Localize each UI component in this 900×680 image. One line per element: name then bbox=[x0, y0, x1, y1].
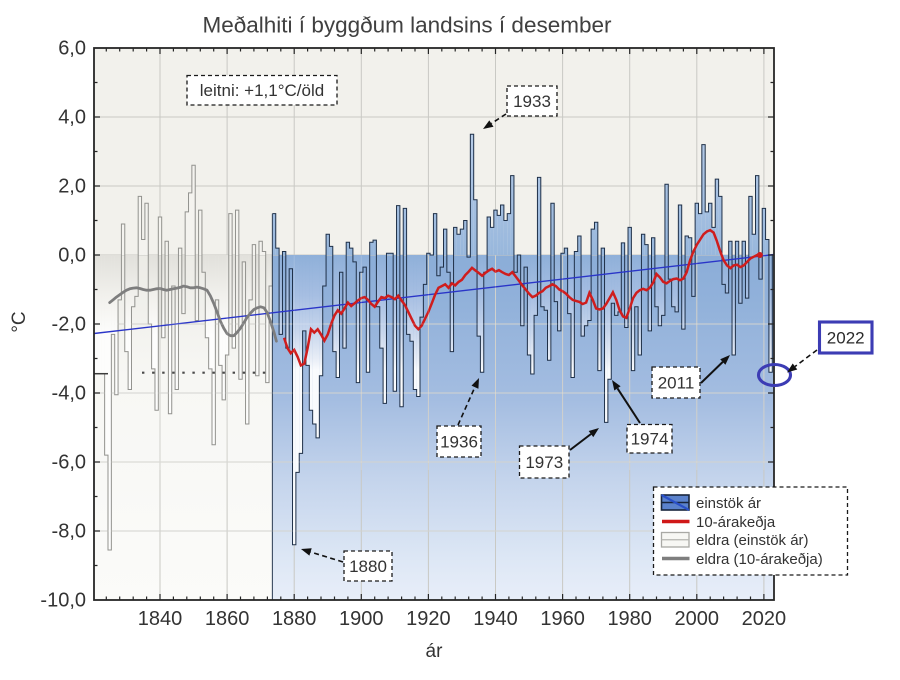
svg-text:6,0: 6,0 bbox=[58, 38, 86, 60]
svg-text:eldra (einstök ár): eldra (einstök ár) bbox=[696, 532, 809, 549]
svg-text:1920: 1920 bbox=[406, 608, 451, 630]
svg-text:1880: 1880 bbox=[272, 608, 317, 630]
svg-text:1960: 1960 bbox=[540, 608, 585, 630]
svg-text:1974: 1974 bbox=[631, 430, 669, 449]
svg-text:1880: 1880 bbox=[349, 557, 387, 576]
svg-text:ár: ár bbox=[426, 641, 444, 662]
svg-text:einstök ár: einstök ár bbox=[696, 495, 761, 512]
svg-text:1936: 1936 bbox=[440, 432, 478, 451]
svg-text:1933: 1933 bbox=[513, 92, 551, 111]
svg-text:1860: 1860 bbox=[205, 608, 250, 630]
svg-text:Meðalhiti í byggðum landsins í: Meðalhiti í byggðum landsins í desember bbox=[203, 13, 612, 38]
svg-text:10-árakeðja: 10-árakeðja bbox=[696, 514, 776, 531]
svg-text:-8,0: -8,0 bbox=[52, 521, 86, 543]
svg-text:leitni: +1,1°C/öld: leitni: +1,1°C/öld bbox=[200, 81, 324, 100]
svg-text:4,0: 4,0 bbox=[58, 107, 86, 129]
svg-text:2022: 2022 bbox=[827, 329, 865, 348]
svg-text:eldra (10-árakeðja): eldra (10-árakeðja) bbox=[696, 551, 823, 568]
svg-text:2000: 2000 bbox=[675, 608, 720, 630]
svg-text:°C: °C bbox=[9, 311, 30, 332]
svg-text:-10,0: -10,0 bbox=[40, 590, 86, 612]
svg-text:0,0: 0,0 bbox=[58, 245, 86, 267]
svg-text:1900: 1900 bbox=[339, 608, 384, 630]
svg-text:1940: 1940 bbox=[473, 608, 518, 630]
svg-text:1840: 1840 bbox=[138, 608, 183, 630]
svg-text:2020: 2020 bbox=[742, 608, 787, 630]
svg-text:2011: 2011 bbox=[658, 373, 695, 392]
svg-text:-6,0: -6,0 bbox=[52, 452, 86, 474]
svg-text:-2,0: -2,0 bbox=[52, 314, 86, 336]
svg-text:1980: 1980 bbox=[607, 608, 652, 630]
svg-text:2,0: 2,0 bbox=[58, 176, 86, 198]
svg-text:1973: 1973 bbox=[525, 453, 563, 472]
svg-text:-4,0: -4,0 bbox=[52, 383, 86, 405]
